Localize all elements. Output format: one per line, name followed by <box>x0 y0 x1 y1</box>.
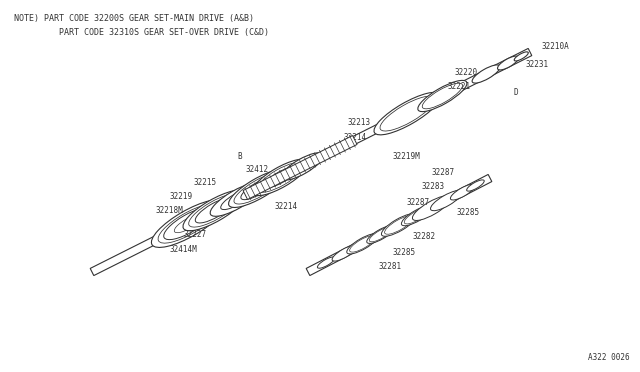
Text: 32214: 32214 <box>344 133 367 142</box>
Text: 32221: 32221 <box>448 82 471 91</box>
Ellipse shape <box>332 245 356 261</box>
Ellipse shape <box>221 189 252 209</box>
Polygon shape <box>306 174 492 276</box>
Text: 32215: 32215 <box>193 178 216 187</box>
Ellipse shape <box>497 56 518 70</box>
Ellipse shape <box>210 183 263 216</box>
Ellipse shape <box>401 205 433 226</box>
Ellipse shape <box>252 159 308 196</box>
Ellipse shape <box>241 177 276 200</box>
Ellipse shape <box>281 153 323 180</box>
Text: 32281: 32281 <box>379 262 402 271</box>
Text: B: B <box>237 152 242 161</box>
Text: 32287: 32287 <box>407 198 430 207</box>
Ellipse shape <box>472 65 500 83</box>
Polygon shape <box>243 135 357 199</box>
Ellipse shape <box>228 169 288 208</box>
Text: 32287: 32287 <box>432 168 455 177</box>
Ellipse shape <box>347 234 378 254</box>
Ellipse shape <box>164 208 213 240</box>
Text: 32219: 32219 <box>170 192 193 201</box>
Ellipse shape <box>152 200 225 247</box>
Ellipse shape <box>174 215 202 233</box>
Text: 32227: 32227 <box>183 230 206 239</box>
Ellipse shape <box>431 190 462 211</box>
Text: 32231: 32231 <box>526 60 549 69</box>
Ellipse shape <box>451 184 475 200</box>
Text: 32218M: 32218M <box>155 206 183 215</box>
Text: D: D <box>514 88 518 97</box>
Text: 32283: 32283 <box>422 182 445 191</box>
Ellipse shape <box>467 180 484 191</box>
Text: NOTE) PART CODE 32200S GEAR SET-MAIN DRIVE (A&B): NOTE) PART CODE 32200S GEAR SET-MAIN DRI… <box>14 14 254 23</box>
Ellipse shape <box>195 198 234 223</box>
Ellipse shape <box>183 190 246 231</box>
Text: 32282: 32282 <box>413 232 436 241</box>
Text: 32414M: 32414M <box>170 245 198 254</box>
Polygon shape <box>90 48 532 276</box>
Ellipse shape <box>367 225 395 243</box>
Ellipse shape <box>317 257 335 268</box>
Ellipse shape <box>381 214 417 236</box>
Text: A322 0026: A322 0026 <box>588 353 630 362</box>
Text: 32285: 32285 <box>457 208 480 217</box>
Ellipse shape <box>514 52 528 61</box>
Text: 32412: 32412 <box>246 165 269 174</box>
Ellipse shape <box>374 92 441 135</box>
Text: 32220: 32220 <box>455 68 478 77</box>
Text: 32219M: 32219M <box>393 152 420 161</box>
Ellipse shape <box>264 167 296 187</box>
Text: 32210A: 32210A <box>542 42 570 51</box>
Text: 32213: 32213 <box>348 118 371 127</box>
Ellipse shape <box>412 196 451 221</box>
Ellipse shape <box>418 80 467 112</box>
Text: 32214: 32214 <box>275 202 298 211</box>
Text: PART CODE 32310S GEAR SET-OVER DRIVE (C&D): PART CODE 32310S GEAR SET-OVER DRIVE (C&… <box>14 28 269 37</box>
Text: 32285: 32285 <box>393 248 416 257</box>
